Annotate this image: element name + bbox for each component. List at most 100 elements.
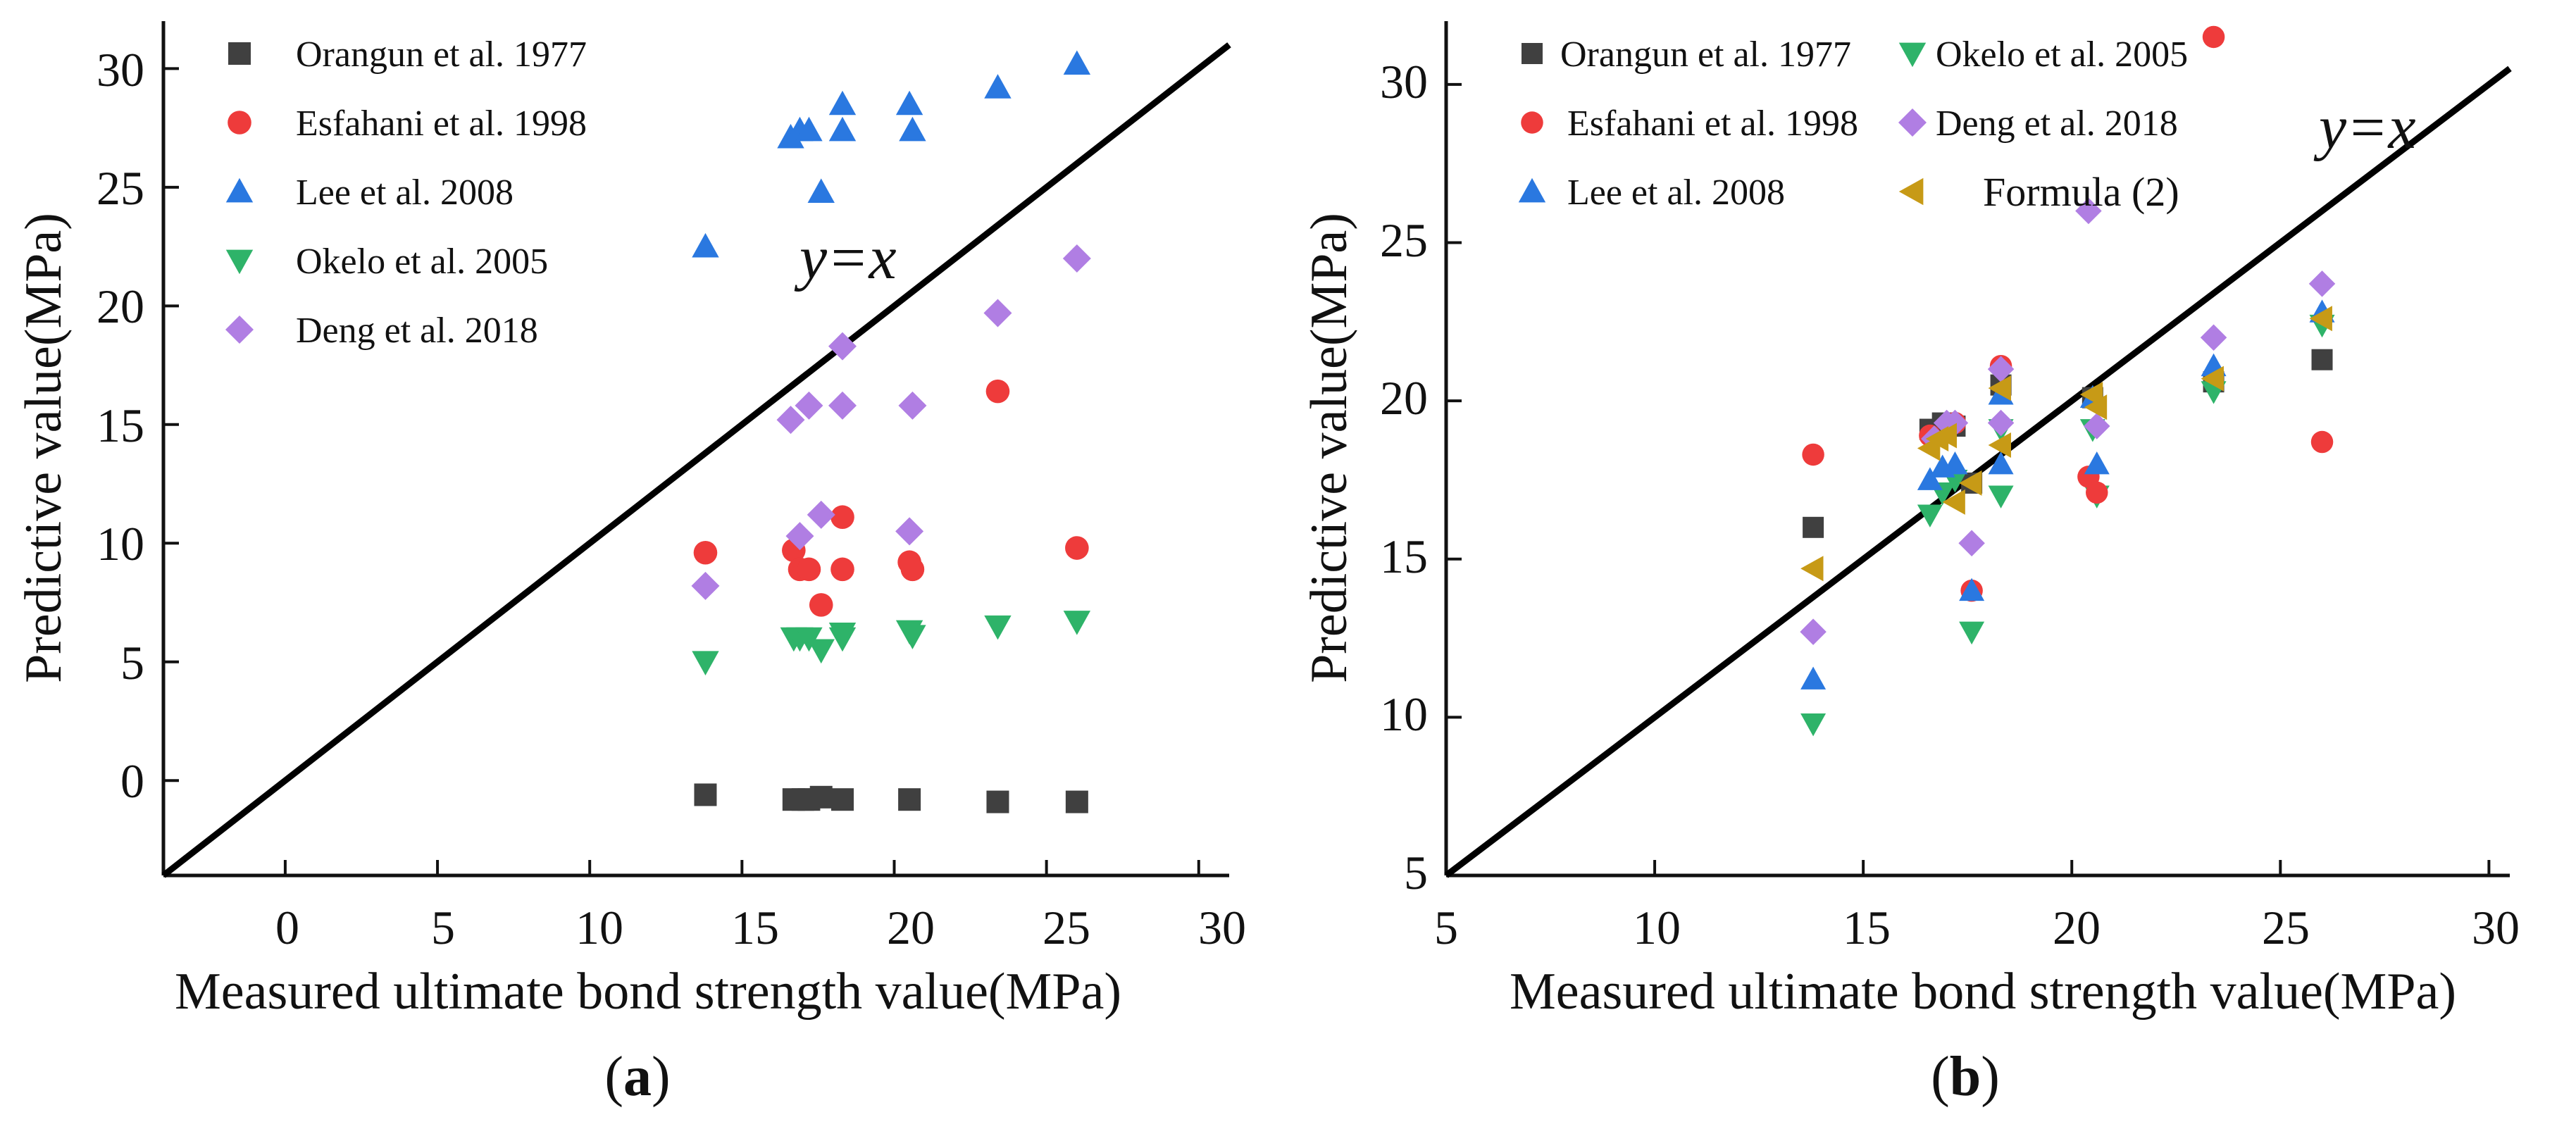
series-lee	[692, 50, 1091, 258]
legend-marker-okelo-shape	[225, 249, 254, 275]
data-point-lee	[1063, 50, 1091, 75]
x-tick-label: 5	[431, 901, 455, 954]
data-point-deng	[1062, 244, 1091, 273]
data-point-formula	[1988, 432, 2011, 459]
y-tick-label: 10	[97, 517, 144, 570]
data-point-formula	[1934, 423, 1957, 449]
data-point-lee	[1917, 467, 1943, 490]
identity-line-b	[1444, 66, 2512, 878]
data-point-orangun	[830, 788, 854, 811]
y-tick-label: 10	[1380, 687, 1428, 741]
legend-marker-formula	[1898, 177, 1924, 206]
y-tick-label: 15	[97, 399, 144, 452]
data-point-okelo	[828, 627, 857, 652]
data-point-lee	[807, 178, 835, 203]
x-tick-label: 10	[575, 901, 623, 954]
data-point-formula	[1988, 375, 2011, 401]
x-tick-label: 30	[2472, 901, 2520, 954]
legend-marker-esfahani-shape	[1521, 111, 1543, 134]
legend-label-orangun: Orangun et al. 1977	[296, 35, 587, 75]
data-point-esfahani	[797, 557, 821, 582]
legend-marker-lee-shape	[1518, 177, 1546, 203]
legend-label-esfahani: Esfahani et al. 1998	[296, 104, 587, 144]
y-tick-label: 5	[1404, 846, 1428, 899]
data-point-deng	[895, 517, 924, 546]
series-okelo	[692, 611, 1091, 675]
legend-label-lee: Lee et al. 2008	[1567, 173, 1785, 213]
y-tick-label: 20	[1380, 371, 1428, 425]
data-point-esfahani	[693, 540, 718, 565]
tick-marks-a	[163, 67, 1200, 875]
series-orangun	[1803, 349, 2333, 538]
data-point-lee	[1988, 451, 2014, 475]
data-point-esfahani	[1802, 443, 1824, 466]
y-tick-label: 5	[120, 636, 144, 690]
legend-b: Orangun et al. 1977 Okelo et al. 2005 Es…	[1518, 35, 2188, 215]
x-tick-label: 15	[1843, 901, 1891, 954]
identity-line-label-b: y=x	[2313, 94, 2416, 162]
data-point-deng	[776, 406, 805, 435]
panel-letter-b: b	[1950, 1046, 1981, 1108]
legend-marker-deng	[225, 316, 254, 344]
data-point-lee	[828, 116, 857, 142]
legend-marker-formula-shape	[1898, 177, 1924, 206]
legend-marker-okelo	[1898, 42, 1927, 68]
data-point-formula	[1800, 556, 1824, 582]
panel-label-a: (a)	[604, 1046, 670, 1108]
data-point-formula	[1959, 470, 1982, 496]
series-orangun	[694, 783, 1088, 813]
legend-label-okelo: Okelo et al. 2005	[296, 242, 548, 282]
data-point-deng	[1987, 356, 2015, 382]
data-point-orangun	[694, 783, 717, 806]
series-okelo	[1800, 314, 2335, 737]
panel-letter-a: a	[623, 1046, 652, 1108]
data-points-a	[691, 50, 1091, 813]
data-point-orangun	[2311, 349, 2333, 370]
data-point-orangun	[898, 788, 921, 811]
data-point-orangun	[1065, 790, 1088, 813]
data-point-esfahani	[830, 557, 854, 582]
x-tick-label: 10	[1633, 901, 1681, 954]
identity-line-a	[161, 42, 1231, 878]
data-point-orangun	[1803, 516, 1824, 538]
x-tick-label: 5	[1434, 901, 1458, 954]
data-point-okelo	[1959, 621, 1985, 645]
data-point-lee	[895, 90, 923, 116]
data-point-lee	[828, 90, 857, 116]
data-point-okelo	[899, 625, 926, 649]
x-axis-label-a: Measured ultimate bond strength value(MP…	[175, 963, 1121, 1021]
data-point-deng	[785, 522, 814, 551]
identity-line-label-a: y=x	[794, 224, 897, 292]
data-point-esfahani	[2310, 430, 2334, 454]
data-point-lee	[899, 116, 926, 142]
y-tick-label: 30	[1380, 55, 1428, 108]
data-point-esfahani	[809, 593, 833, 617]
x-tick-label: 0	[275, 901, 299, 954]
x-tick-label: 20	[887, 901, 935, 954]
y-tick-label: 15	[1380, 530, 1428, 583]
data-point-formula	[2201, 366, 2224, 392]
legend-marker-okelo	[225, 249, 254, 275]
legend-marker-deng-shape	[225, 316, 254, 344]
data-point-deng	[828, 391, 857, 420]
legend-marker-orangun	[228, 42, 251, 65]
data-point-esfahani	[900, 557, 925, 582]
legend-marker-esfahani	[1521, 111, 1543, 134]
data-point-deng	[795, 391, 823, 420]
x-tick-label: 25	[1043, 901, 1090, 954]
data-point-lee	[692, 232, 719, 258]
x-tick-label: 30	[1198, 901, 1246, 954]
y-tick-label: 30	[97, 43, 144, 96]
data-point-deng	[898, 391, 927, 420]
identity-line	[161, 42, 1231, 878]
legend-label-deng: Deng et al. 2018	[1936, 104, 2178, 144]
legend-marker-deng	[1898, 108, 1927, 137]
data-point-lee	[1942, 451, 1968, 475]
legend-a: Orangun et al. 1977 Esfahani et al. 1998…	[225, 35, 587, 351]
data-point-formula	[2084, 394, 2108, 420]
panel-label-b: (b)	[1931, 1046, 2000, 1108]
data-point-deng	[2075, 197, 2102, 225]
y-tick-label: 25	[97, 161, 144, 215]
data-point-deng	[1987, 409, 2015, 437]
